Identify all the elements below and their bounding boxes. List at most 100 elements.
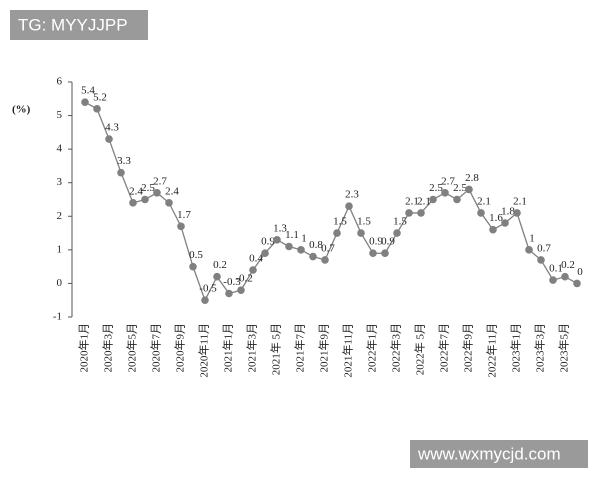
marker [489,225,497,234]
x-tick-label: 2020年7月 [149,323,163,373]
marker [285,242,293,251]
marker [441,188,449,197]
data-label: 2.7 [441,175,455,187]
data-label: 1.3 [273,222,287,234]
x-tick-label: 2021年9月 [317,323,331,373]
data-label: 1.6 [489,212,503,224]
y-axis-label: (%) [12,104,31,116]
data-label: 0.8 [309,239,323,251]
marker [321,256,329,264]
x-tick-label: 2023年1月 [509,323,523,373]
data-label: 2.4 [165,185,179,197]
watermark: www.wxmycjd.com [417,444,561,463]
marker [141,195,149,204]
data-label: 0.9 [369,236,383,248]
x-tick-label: 2020年11月 [197,323,211,378]
marker [105,135,113,143]
data-label: 1 [529,232,535,244]
marker [393,229,401,237]
marker [573,279,581,288]
data-label: 0.7 [537,242,551,254]
data-label: 0.9 [381,236,395,248]
y-tick-label: 3 [57,176,63,188]
data-label: 2.7 [153,175,167,187]
data-label: 0.7 [321,242,335,254]
marker [237,286,245,294]
marker [357,229,365,237]
data-label: 1.8 [501,206,515,218]
x-tick-label: 2020年9月 [173,323,187,373]
marker [213,272,221,281]
watermark-box [410,440,588,468]
x-tick-label: 2020年3月 [101,323,115,373]
x-tick-label: 2023年5月 [557,323,571,373]
marker [369,249,377,258]
marker [429,195,437,204]
data-label: -0.3 [223,276,241,288]
data-label: 2.1 [405,195,419,207]
marker [297,246,305,254]
data-label: 1.1 [285,229,299,241]
data-label: 2.5 [141,182,155,194]
data-label: 0.2 [213,259,227,271]
marker [477,209,485,217]
marker [381,249,389,258]
y-tick-label: 0 [57,277,63,289]
x-tick-label: 2021年7月 [293,323,307,373]
x-tick-label: 2021年1月 [221,323,235,373]
data-label: 0 [577,266,583,278]
marker [81,98,89,106]
data-label: 0.2 [561,259,575,271]
data-label: 1 [301,232,307,244]
x-tick-label: 2020年5月 [125,323,139,373]
marker [201,296,209,305]
data-label: 1.5 [357,216,371,228]
marker [93,105,101,113]
data-label: 2.5 [429,182,443,194]
x-tick-label: 2022年 5月 [413,323,427,375]
marker [333,229,341,237]
x-tick-label: 2022年9月 [461,323,475,373]
data-label: 0.1 [549,263,563,275]
y-tick-label: 5 [57,109,63,121]
marker [153,188,161,197]
data-label: 2.1 [513,195,527,207]
x-tick-label: 2023年3月 [533,323,547,373]
y-tick-label: 1 [57,243,63,255]
y-tick-label: 2 [57,210,63,222]
marker [273,235,281,244]
y-tick-label: 4 [57,143,63,155]
y-tick-label: 6 [57,76,63,88]
marker [513,209,521,217]
marker [309,252,317,261]
marker [261,249,269,258]
data-label: 0.9 [261,236,275,248]
marker [345,202,353,211]
x-tick-label: 2022年1月 [365,323,379,373]
marker [549,276,557,284]
data-label: 1.5 [333,216,347,228]
marker [405,209,413,217]
watermark: TG: MYYJJPP [18,15,128,34]
watermark-box [10,10,148,40]
data-label: 2.4 [129,185,143,197]
line [84,101,578,302]
marker [453,195,461,204]
marker [465,185,473,194]
marker [165,199,173,207]
x-tick-label: 2022年3月 [389,323,403,373]
data-label: 2.1 [417,195,431,207]
marker [501,219,509,227]
marker [129,199,137,207]
marker [249,266,257,274]
x-tick-label: 2021年3月 [245,323,259,373]
data-label: 2.8 [465,172,479,184]
y-tick-label: -1 [53,311,62,323]
marker [525,246,533,254]
data-label: 5.4 [81,85,95,97]
data-label: 1.7 [177,209,191,221]
data-label: -0.2 [235,273,252,285]
data-label: 3.3 [117,155,131,167]
x-tick-label: 2021年11月 [341,323,355,378]
